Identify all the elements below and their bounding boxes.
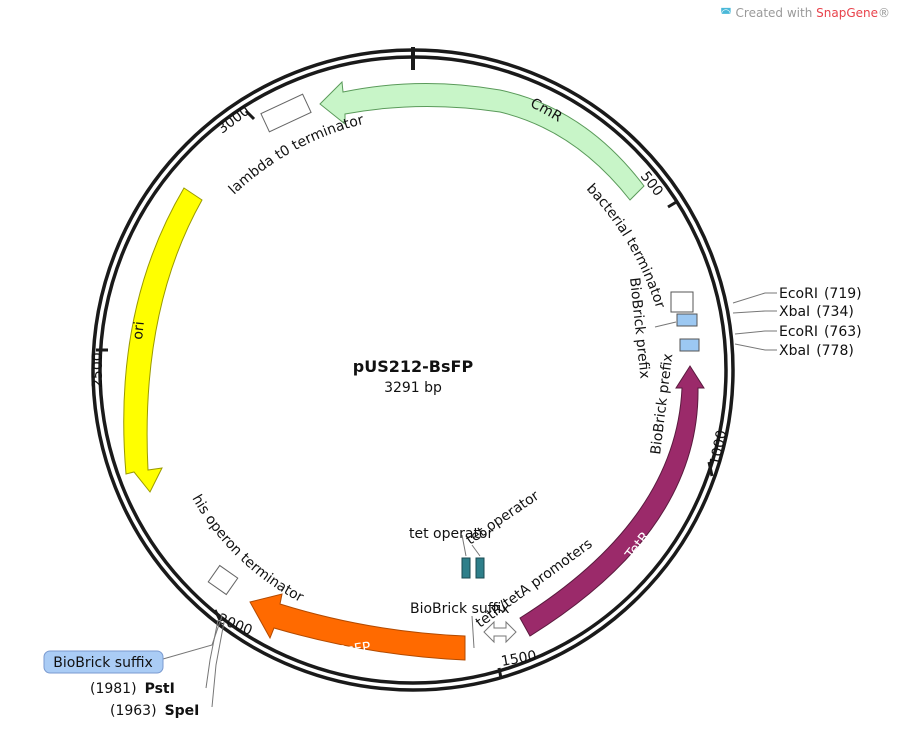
tick-label-1000: 1000 (707, 429, 730, 467)
tick-1500 (497, 667, 503, 679)
site-xbai-734[interactable]: XbaI (734) (779, 304, 854, 320)
feature-tet-operator-1[interactable] (461, 557, 471, 579)
tick-label-3000: 3000 (215, 103, 253, 137)
feature-biobrick-prefix-1[interactable] (676, 313, 698, 327)
tick-label-1500: 1500 (500, 648, 538, 670)
site-ecori-719[interactable]: EcoRI (719) (779, 286, 862, 302)
leader-prefix (654, 321, 677, 328)
tick-marks (96, 109, 714, 679)
snapgene-logo-icon: ◚ (720, 6, 732, 20)
tick-1000 (707, 461, 714, 477)
feature-his-terminator[interactable] (207, 564, 239, 596)
feature-bsfp-label: BsFP (336, 639, 371, 659)
tick-2000 (213, 609, 222, 621)
watermark-brand: SnapGene (816, 6, 878, 20)
feature-tetr-arrow[interactable] (519, 365, 705, 637)
feature-biobrick-suffix-outside[interactable] (43, 650, 164, 674)
site-spei-1963[interactable]: (1963) SpeI (110, 703, 199, 719)
feature-tet-promoters[interactable] (483, 620, 517, 644)
tick-label-2500: 2500 (90, 352, 106, 388)
leader-bbs (471, 615, 475, 649)
feature-biobrick-prefix-open[interactable] (670, 291, 694, 313)
site-leaders-right (732, 292, 777, 351)
site-xbai-778[interactable]: XbaI (778) (779, 343, 854, 359)
feature-ori-label: ori (130, 321, 148, 341)
feature-biobrick-suffix-inner-label: BioBrick suffix (410, 601, 510, 617)
snapgene-watermark: ◚ Created with SnapGene® (720, 6, 890, 20)
feature-bsfp-arrow[interactable] (249, 593, 466, 661)
feature-biobrick-suffix-outside-label: BioBrick suffix (53, 655, 153, 671)
feature-tet-operator-2[interactable] (475, 557, 485, 579)
feature-lambda-terminator[interactable] (260, 93, 312, 133)
leader-teto2 (471, 544, 481, 557)
tick-500 (667, 199, 679, 209)
leader-teto1 (461, 534, 467, 557)
plasmid-name: pUS212-BsFP (353, 357, 474, 376)
site-ecori-763[interactable]: EcoRI (763) (779, 324, 862, 340)
tick-3000 (244, 109, 256, 121)
plasmid-size: 3291 bp (384, 380, 442, 396)
feature-biobrick-prefix-2[interactable] (679, 338, 700, 352)
feature-his-label: his operon terminator (189, 492, 307, 606)
feature-ori-arrow[interactable] (123, 187, 203, 493)
feature-lambda-label: lambda t0 terminator (226, 112, 366, 198)
site-leaders-left (162, 615, 225, 708)
watermark-prefix: Created with (735, 6, 817, 20)
feature-bacterial-terminator-label: bacterial terminator (583, 181, 668, 311)
feature-tet-operator-label-1: tet operator (409, 526, 493, 542)
site-psti-1981[interactable]: (1981) PstI (90, 681, 175, 697)
feature-tet-operator-label-2: tet operator (463, 488, 542, 549)
watermark-mark: ® (878, 6, 890, 20)
feature-cmr-arrow[interactable] (319, 80, 645, 201)
